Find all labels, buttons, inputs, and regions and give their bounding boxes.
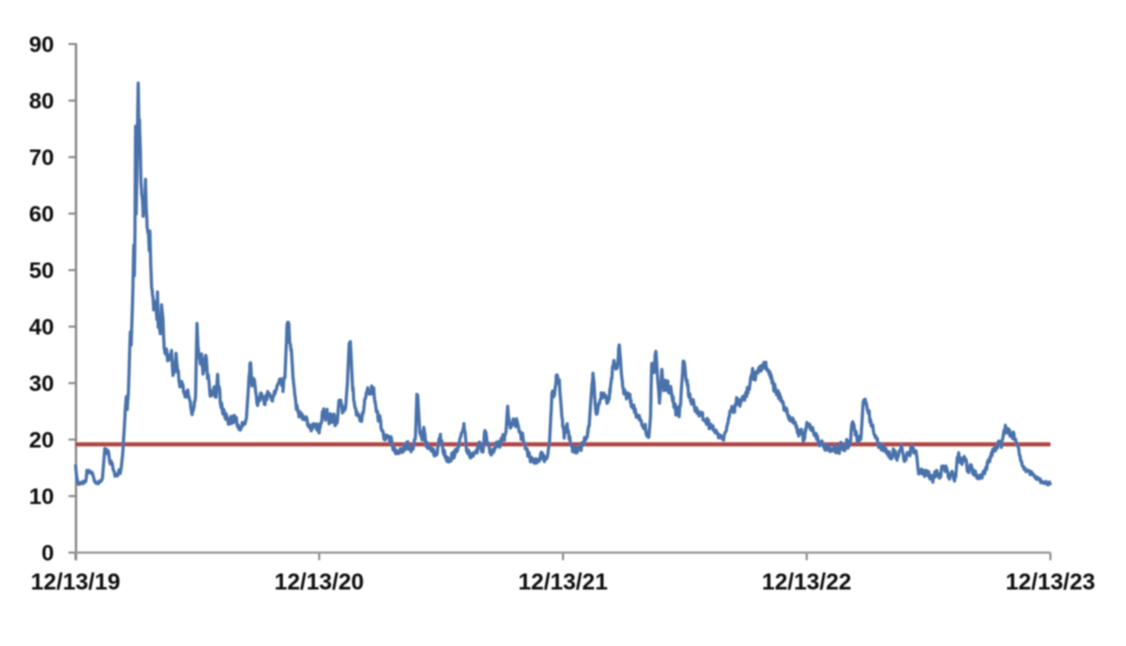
svg-text:12/13/22: 12/13/22 (762, 568, 852, 594)
svg-text:70: 70 (29, 145, 54, 170)
svg-text:12/13/20: 12/13/20 (274, 568, 364, 594)
svg-text:0: 0 (41, 541, 54, 566)
svg-text:10: 10 (29, 484, 54, 509)
svg-text:30: 30 (29, 371, 54, 396)
svg-text:80: 80 (29, 89, 54, 114)
svg-text:60: 60 (29, 202, 54, 227)
svg-text:20: 20 (29, 428, 54, 453)
svg-text:12/13/21: 12/13/21 (518, 568, 608, 594)
svg-text:90: 90 (29, 32, 54, 57)
svg-text:12/13/23: 12/13/23 (1006, 568, 1096, 594)
svg-text:50: 50 (29, 258, 54, 283)
svg-text:12/13/19: 12/13/19 (31, 568, 121, 594)
svg-text:40: 40 (29, 315, 54, 340)
